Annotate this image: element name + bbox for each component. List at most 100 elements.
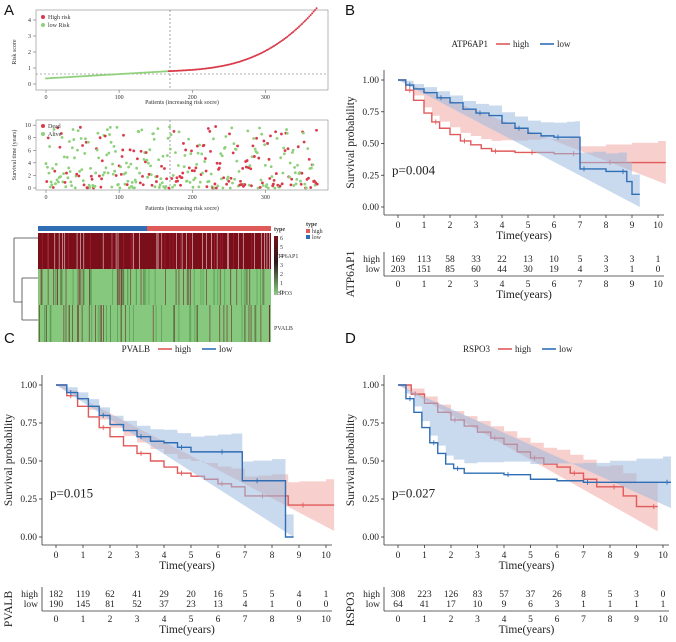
risk-point (64, 76, 67, 79)
alive-point (177, 130, 181, 134)
heatmap-cell-stripe (119, 269, 121, 305)
risk-point (276, 43, 279, 46)
risk-table-low-count: 85 (445, 265, 455, 275)
risk-table-low-count: 52 (132, 600, 142, 610)
heatmap-cell-stripe (49, 305, 51, 342)
alive-point (209, 172, 213, 176)
heatmap-cell-stripe (72, 305, 73, 342)
heatmap-cell-stripe (175, 269, 177, 305)
risk-point (166, 70, 169, 73)
risk-table-high-count: 223 (417, 590, 432, 600)
risk-point (141, 71, 144, 74)
dead-point (160, 164, 163, 168)
alive-point (72, 138, 76, 141)
risk-table-high-count: 3 (634, 590, 639, 600)
alive-point (81, 179, 85, 183)
alive-point (219, 152, 223, 156)
dead-point (271, 182, 275, 186)
risk-point (280, 40, 283, 43)
km-xtick-label: 5 (526, 221, 531, 231)
heatmap-cell-stripe (240, 269, 242, 305)
alive-point (96, 131, 100, 135)
legend-dead-label: Dead (48, 124, 61, 130)
km-xtick-label: 0 (54, 551, 59, 561)
risk-point (277, 42, 280, 45)
panel-letter-c: C (4, 330, 15, 347)
risk-point (77, 75, 80, 78)
km-x-axis-title: Time(years) (499, 560, 555, 572)
risk-table-xtick-label: 3 (135, 615, 140, 625)
risk-table-xtick-label: 8 (270, 615, 275, 625)
alive-point (88, 186, 92, 189)
risk-table-xtick-label: 7 (581, 615, 586, 625)
risk-table-low-count: 6 (528, 600, 533, 610)
dead-point (209, 149, 212, 153)
risk-point (189, 68, 192, 71)
alive-point (108, 125, 112, 129)
km-legend-gene: PVALB (122, 344, 150, 354)
heatmap-cell-stripe (127, 269, 129, 305)
alive-point (153, 185, 157, 189)
alive-point (48, 185, 52, 189)
surv-xtick-label: 100 (115, 195, 124, 201)
alive-point (111, 162, 114, 166)
dead-point (141, 174, 144, 178)
risk-table-xtick-label: 6 (552, 280, 557, 290)
alive-point (119, 165, 122, 169)
risk-point (200, 68, 203, 71)
alive-point (161, 154, 165, 158)
heat-scale-tick: 1 (280, 281, 283, 287)
alive-point (212, 186, 216, 190)
dead-point (190, 169, 194, 173)
heatmap-cell-stripe (97, 305, 99, 342)
risk-point (159, 70, 162, 73)
alive-point (303, 182, 307, 186)
dead-point (147, 172, 151, 176)
risk-point (58, 76, 61, 79)
risk-plot-frame (35, 9, 329, 91)
dead-point (272, 178, 276, 182)
alive-point (134, 180, 138, 184)
risk-point (183, 69, 186, 72)
alive-point (97, 156, 101, 160)
heatmap-row-label-2: RSPO3 (274, 291, 292, 297)
risk-point (131, 72, 134, 75)
risk-point (299, 24, 302, 27)
km-ci-band-high (398, 385, 658, 532)
alive-point (110, 185, 114, 189)
alive-point (125, 161, 128, 165)
risk-point (68, 76, 71, 79)
risk-table-low-count: 4 (578, 265, 583, 275)
risk-point (46, 77, 49, 80)
alive-point (48, 145, 52, 148)
risk-table-low-count: 1 (608, 600, 613, 610)
risk-point (204, 67, 207, 70)
heat-scale-tick: 5 (280, 245, 283, 251)
heatmap-cell-stripe (44, 305, 45, 342)
risk-point (311, 12, 314, 15)
alive-point (256, 186, 260, 190)
alive-point (103, 171, 106, 174)
risk-table-xtick-label: 10 (653, 280, 663, 290)
risk-table-xtick-label: 4 (162, 615, 167, 625)
km-curve-low (398, 79, 640, 195)
heatmap-cell-stripe (194, 305, 196, 342)
risk-point (192, 68, 195, 71)
heatmap-cell-stripe (69, 305, 70, 342)
dead-point (187, 166, 191, 170)
km-xtick-label: 6 (552, 221, 557, 231)
risk-table-x-axis-title: Time(years) (496, 289, 552, 301)
dead-point (261, 181, 264, 185)
risk-point (170, 70, 173, 73)
alive-point (285, 128, 288, 131)
risk-table-high-count: 13 (523, 255, 533, 265)
alive-point (285, 131, 289, 135)
dead-point (204, 169, 208, 173)
risk-point (45, 77, 47, 80)
risk-table-xtick-label: 3 (474, 280, 479, 290)
legend-alive-label: Alive (48, 132, 62, 138)
alive-point (87, 183, 91, 187)
risk-point (138, 71, 141, 74)
risk-table-high-count: 119 (76, 590, 90, 600)
heatmap-cell-stripe (219, 305, 221, 342)
